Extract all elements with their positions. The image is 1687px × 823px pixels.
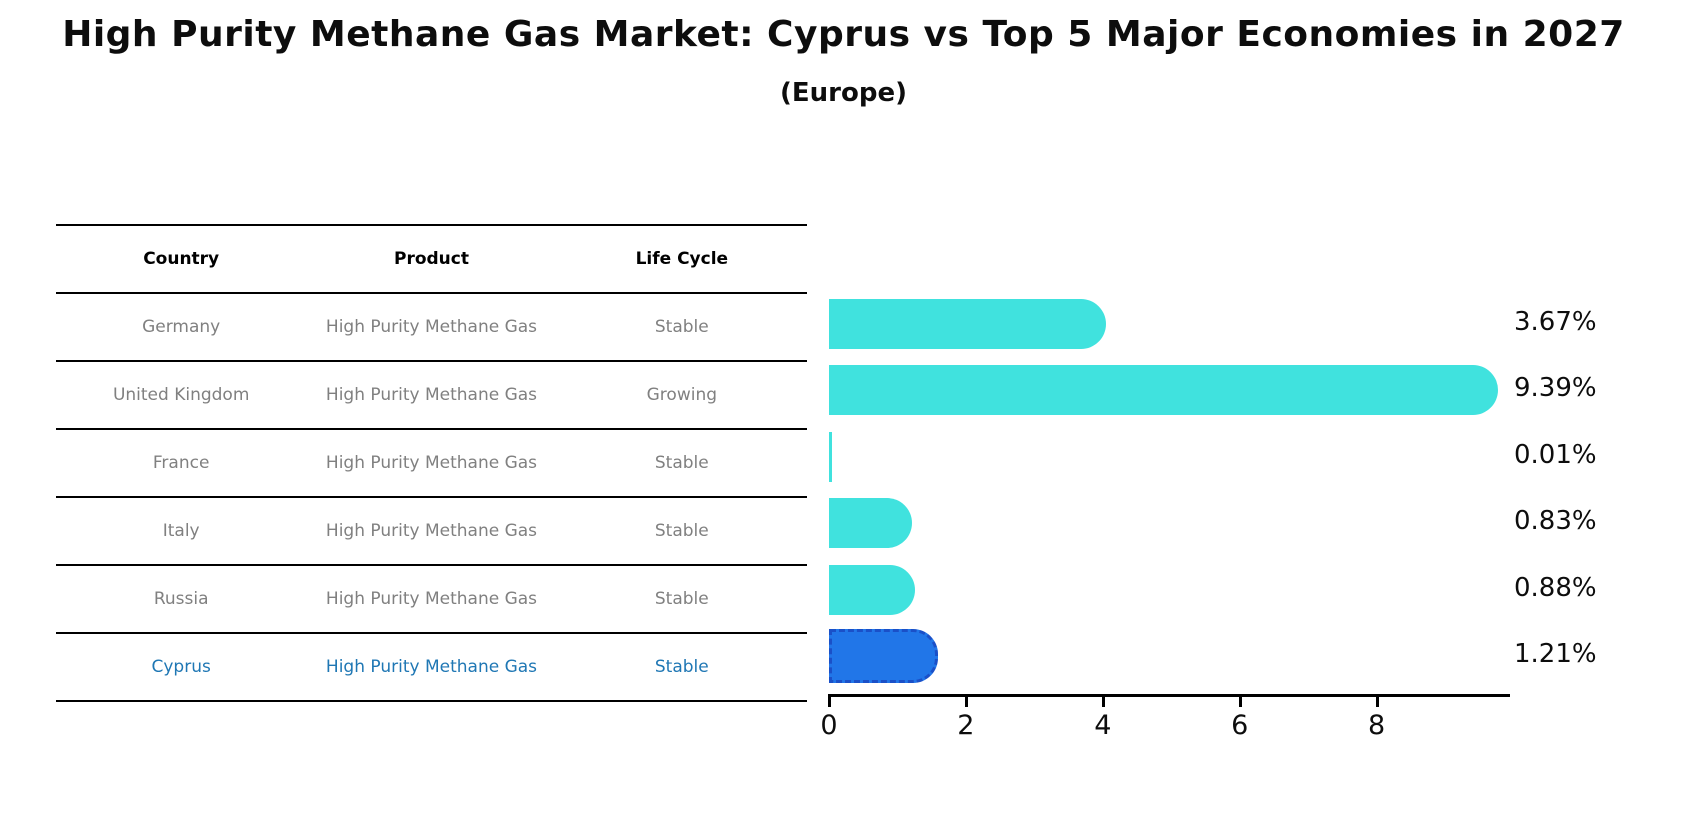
bar-russia	[829, 564, 916, 615]
x-axis-tick-label: 4	[1094, 710, 1112, 741]
x-axis-tick	[1238, 694, 1242, 707]
table-row: France High Purity Methane Gas Stable	[56, 428, 807, 496]
value-label: 0.88%	[1514, 572, 1597, 603]
cell-product: High Purity Methane Gas	[325, 385, 538, 405]
x-axis-tick-label: 6	[1231, 710, 1249, 741]
value-label: 9.39%	[1514, 373, 1597, 404]
cell-product: High Purity Methane Gas	[325, 521, 538, 541]
table-row: United Kingdom High Purity Methane Gas G…	[56, 360, 807, 428]
cell-life-cycle: Stable	[654, 453, 709, 473]
cell-life-cycle: Stable	[654, 589, 709, 609]
cell-product: High Purity Methane Gas	[325, 317, 538, 337]
cell-life-cycle: Growing	[646, 385, 718, 405]
table-row: Italy High Purity Methane Gas Stable	[56, 496, 807, 564]
bar-cyprus-highlighted	[829, 629, 938, 683]
cell-product: High Purity Methane Gas	[325, 657, 538, 677]
cell-life-cycle: Stable	[654, 657, 709, 677]
table-row: Russia High Purity Methane Gas Stable	[56, 564, 807, 632]
bar-germany	[829, 299, 1107, 349]
header-product: Product	[393, 249, 469, 269]
value-label: 0.83%	[1514, 506, 1597, 537]
x-axis-tick	[828, 694, 831, 707]
country-table: Country Product Life Cycle Germany High …	[56, 224, 807, 702]
x-axis-tick	[964, 694, 968, 707]
x-axis-tick-label: 0	[820, 710, 838, 741]
table-header-row: Country Product Life Cycle	[56, 224, 807, 292]
cell-product: High Purity Methane Gas	[325, 589, 538, 609]
header-country: Country	[143, 249, 220, 269]
bar-united-kingdom	[829, 365, 1498, 416]
x-axis-tick	[1101, 694, 1105, 707]
x-axis-tick	[1375, 694, 1379, 707]
value-label: 1.21%	[1514, 639, 1597, 669]
chart-subtitle: (Europe)	[780, 78, 907, 108]
x-axis-tick-label: 8	[1368, 710, 1386, 741]
table-row-cyprus: Cyprus High Purity Methane Gas Stable	[56, 632, 807, 702]
cell-country: Russia	[153, 589, 209, 609]
cell-product: High Purity Methane Gas	[325, 453, 538, 473]
x-axis-tick-label: 2	[957, 710, 975, 741]
cell-country: France	[152, 453, 210, 473]
bar-italy	[829, 498, 912, 549]
cell-country: Germany	[142, 317, 221, 337]
value-label: 0.01%	[1514, 439, 1597, 470]
value-label: 3.67%	[1514, 307, 1597, 337]
bar-france	[829, 431, 832, 482]
cell-country: United Kingdom	[112, 385, 250, 405]
table-row: Germany High Purity Methane Gas Stable	[56, 292, 807, 360]
cell-country: Italy	[162, 521, 200, 541]
cell-life-cycle: Stable	[654, 317, 709, 337]
chart-title: High Purity Methane Gas Market: Cyprus v…	[62, 14, 1625, 55]
header-life-cycle: Life Cycle	[635, 249, 729, 269]
cell-life-cycle: Stable	[654, 521, 709, 541]
cell-country: Cyprus	[151, 657, 211, 677]
x-axis-line	[829, 694, 1510, 697]
